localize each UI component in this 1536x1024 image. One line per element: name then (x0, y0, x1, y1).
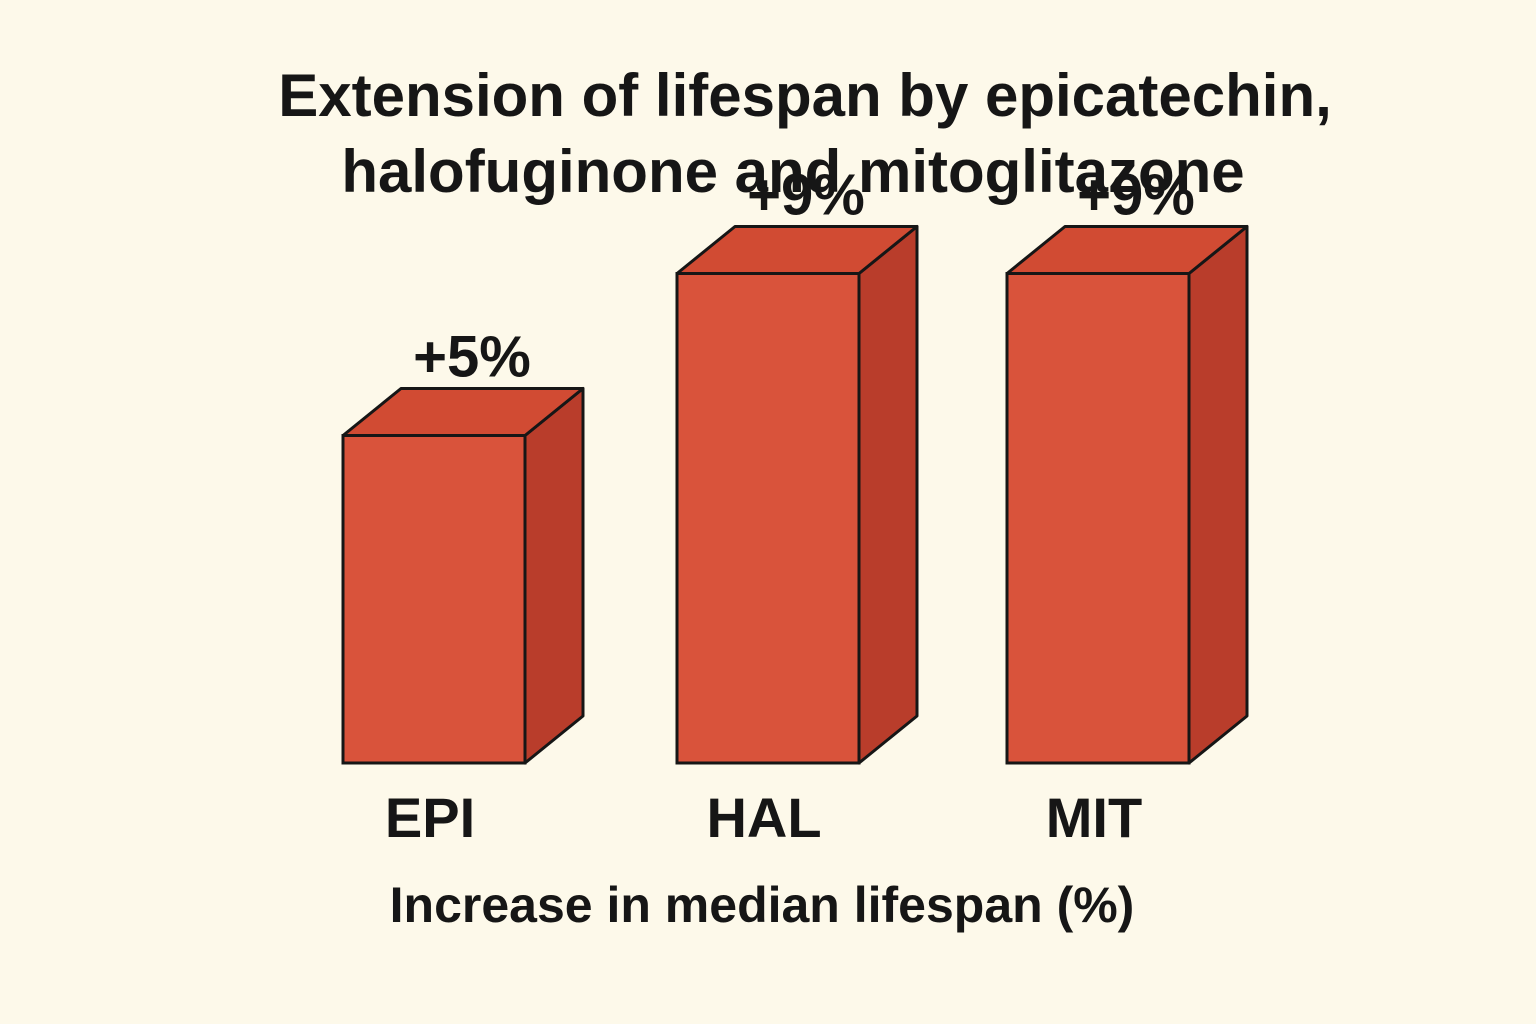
value-label-epi: +5% (413, 325, 531, 390)
bars-layer: +5% EPI +9% HAL +9% MIT (341, 163, 1249, 849)
bar-front-hal (675, 272, 861, 765)
chart-title-line-1: Extension of lifespan by epicatechin, (278, 62, 1332, 129)
bar-side-mit (1187, 225, 1249, 765)
bar-side-epi (523, 387, 585, 765)
value-label-hal: +9% (747, 163, 865, 228)
chart-title-line-2: halofuginone and mitoglitazone (341, 138, 1244, 205)
bar-hal: +9% HAL (675, 163, 919, 849)
bar-epi: +5% EPI (341, 325, 585, 849)
bar-mit: +9% MIT (1005, 163, 1249, 849)
category-label-epi: EPI (385, 786, 475, 849)
x-axis-label: Increase in median lifespan (%) (390, 877, 1135, 933)
value-label-mit: +9% (1077, 163, 1195, 228)
bar-front-epi (341, 434, 527, 765)
bar-front-mit (1005, 272, 1191, 765)
bar-side-hal (857, 225, 919, 765)
category-label-hal: HAL (706, 786, 821, 849)
category-label-mit: MIT (1046, 786, 1142, 849)
